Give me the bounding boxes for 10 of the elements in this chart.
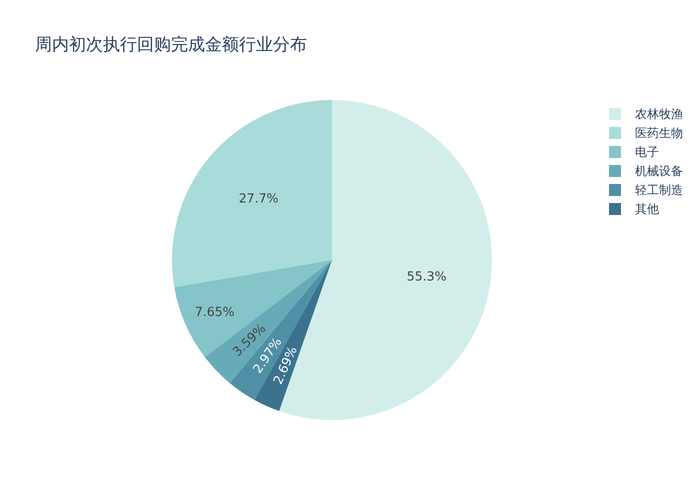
data-label: 7.65% <box>194 304 235 319</box>
legend-label: 机械设备 <box>635 164 683 178</box>
legend-label: 其他 <box>635 202 659 216</box>
legend-label: 农林牧渔 <box>635 107 683 121</box>
data-label: 55.3% <box>406 268 447 284</box>
legend-label: 医药生物 <box>635 126 683 140</box>
legend-label: 电子 <box>635 145 659 159</box>
legend-label: 轻工制造 <box>635 183 683 197</box>
data-label: 27.7% <box>238 190 279 206</box>
chart-title: 周内初次执行回购完成金额行业分布 <box>35 35 307 55</box>
